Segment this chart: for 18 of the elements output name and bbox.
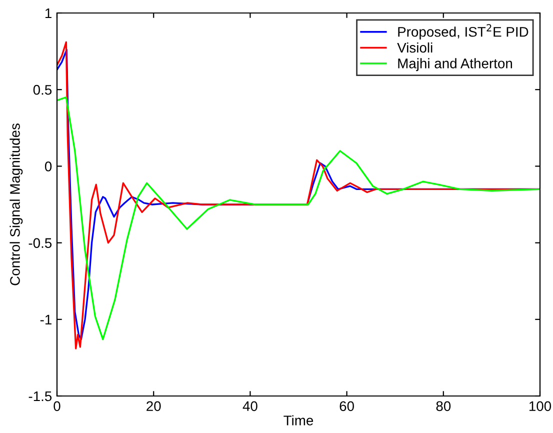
- y-tick-label: 1: [45, 8, 52, 18]
- line-series: [57, 96, 540, 340]
- x-tick-label: 40: [242, 401, 258, 412]
- y-tick-label: -1: [40, 314, 52, 324]
- x-tick-label: 60: [340, 401, 354, 412]
- y-tick-label: 0.5: [33, 84, 52, 95]
- x-tick-label: 0: [54, 401, 60, 412]
- x-axis-title: Time: [284, 415, 314, 426]
- y-tick-label: -1.5: [28, 391, 52, 402]
- x-tick-label: 20: [146, 401, 161, 412]
- y-tick-label: 0: [44, 162, 52, 172]
- legend-label: Visioli: [397, 42, 432, 53]
- y-axis-title: Control Signal Magnitudes: [10, 124, 23, 286]
- legend-label: Majhi and Atherton: [398, 58, 512, 72]
- x-tick-label: 80: [436, 401, 451, 412]
- x-tick-label: 100: [529, 401, 552, 412]
- y-tick-label: -0.5: [28, 238, 52, 248]
- legend-label: Proposed, IST$^{2}$E PID: [398, 24, 528, 40]
